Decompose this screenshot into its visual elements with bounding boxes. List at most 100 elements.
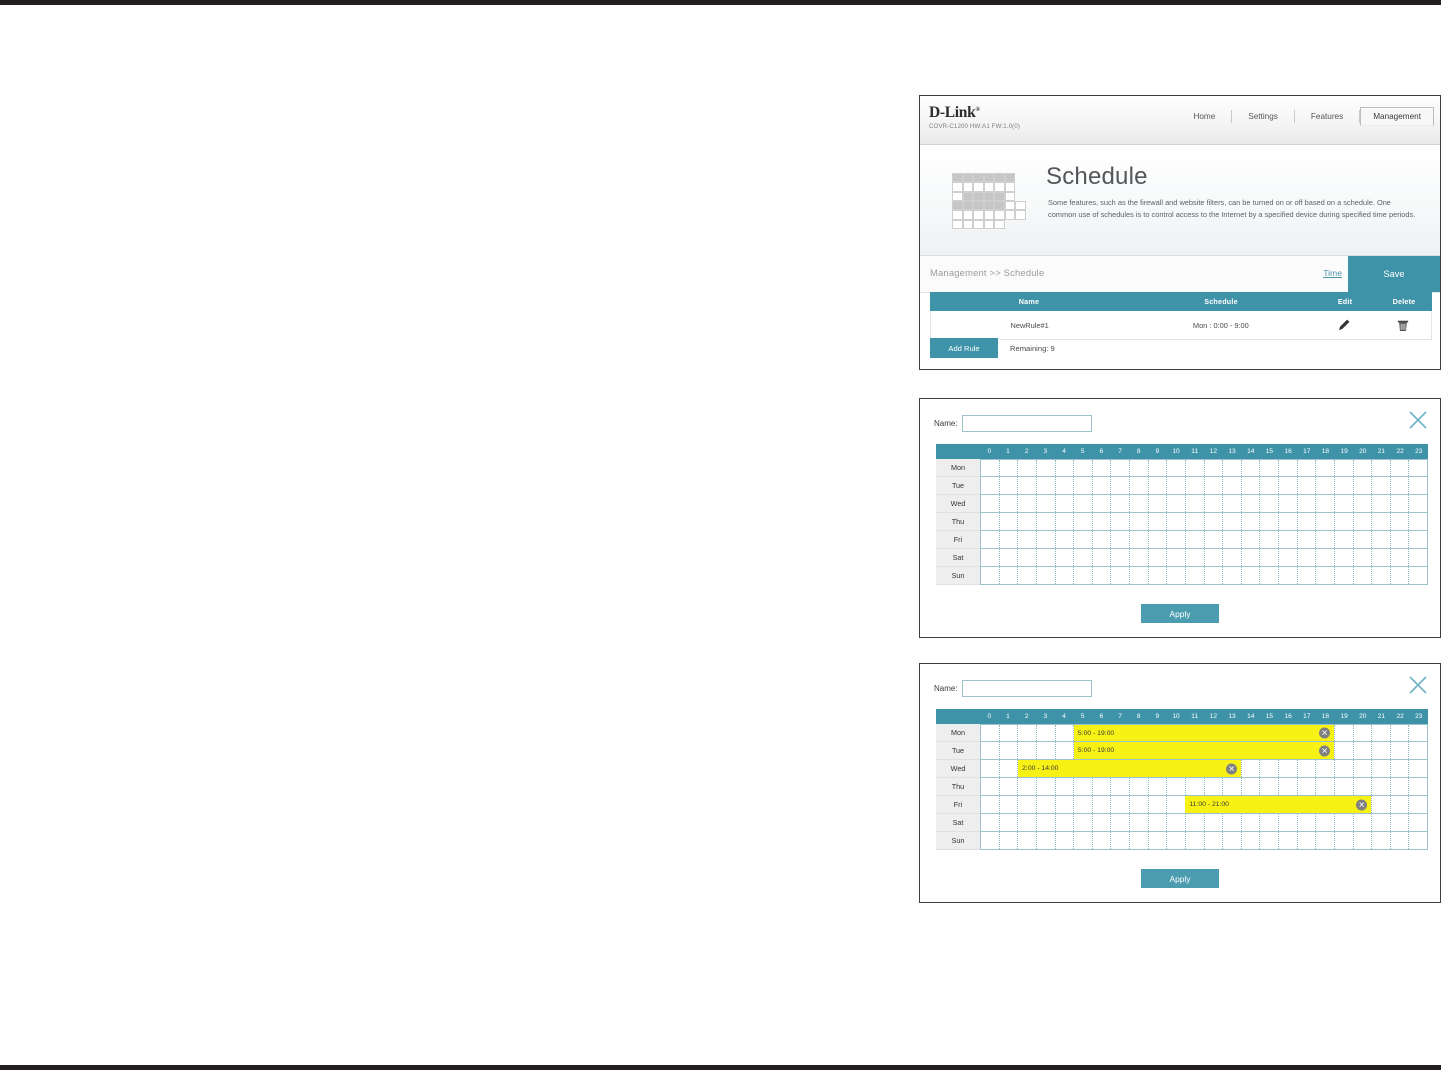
hour-tick [1130, 513, 1149, 530]
day-track-sun[interactable] [980, 567, 1428, 585]
nav-item-settings[interactable]: Settings [1248, 112, 1278, 121]
edit-rule-button[interactable] [1313, 311, 1375, 339]
delete-rule-button[interactable] [1375, 311, 1431, 339]
hour-tick [1000, 832, 1019, 849]
hour-tick [1298, 477, 1317, 494]
hour-tick [1372, 725, 1391, 741]
hour-tick [1354, 513, 1373, 530]
hour-tick [1186, 531, 1205, 548]
hour-tick [981, 814, 1000, 831]
schedule-row-mon: Mon [936, 459, 1428, 477]
schedule-name-input[interactable] [961, 680, 1092, 697]
hour-tick [981, 567, 1000, 584]
hour-tick [1205, 460, 1224, 476]
hour-tick [1354, 549, 1373, 566]
hour-tick [1372, 832, 1391, 849]
hour-tick [1037, 742, 1056, 759]
hour-tick [1242, 567, 1261, 584]
day-track-tue[interactable]: 5:00 - 19:00 ✕ [980, 742, 1428, 760]
hour-tick [1223, 531, 1242, 548]
day-track-sat[interactable] [980, 814, 1428, 832]
day-track-sat[interactable] [980, 549, 1428, 567]
schedule-block-wed[interactable]: 2:00 - 14:00 ✕ [1018, 760, 1242, 777]
hour-tick [1186, 814, 1205, 831]
page-bottom-rule [0, 1065, 1441, 1070]
schedule-row-sun: Sun [936, 832, 1428, 850]
hour-tick [981, 549, 1000, 566]
brand-text: D-Link [929, 104, 976, 122]
apply-button[interactable]: Apply [1141, 604, 1219, 623]
schedule-row-mon: Mon 5:00 - 19:00 ✕ [936, 724, 1428, 742]
remove-block-icon[interactable]: ✕ [1319, 727, 1331, 739]
name-label: Name: [934, 419, 958, 428]
hour-tick [1167, 832, 1186, 849]
hour-tick [1260, 460, 1279, 476]
hour-tick [1018, 549, 1037, 566]
day-track-tue[interactable] [980, 477, 1428, 495]
hour-tick [1186, 477, 1205, 494]
hour-tick [1205, 477, 1224, 494]
hour-tick [1260, 760, 1279, 777]
day-track-wed[interactable]: 2:00 - 14:00 ✕ [980, 760, 1428, 778]
remove-block-icon[interactable]: ✕ [1356, 799, 1368, 810]
schedule-block-tue[interactable]: 5:00 - 19:00 ✕ [1073, 742, 1335, 759]
schedule-block-fri[interactable]: 11:00 - 21:00 ✕ [1185, 796, 1372, 813]
hour-label-6: 6 [1099, 448, 1104, 455]
hour-tick [1372, 778, 1391, 795]
remove-block-icon[interactable]: ✕ [1319, 745, 1331, 756]
schedule-grid: 0 1 2 3 4 5 6 7 8 9 10 11 12 13 14 15 16 17 18 19 20 21 22 23 M… [936, 709, 1428, 850]
hour-label-9: 9 [1155, 448, 1160, 455]
schedule-name-input[interactable] [961, 415, 1092, 432]
schedule-row-sun: Sun [936, 567, 1428, 585]
hour-tick [1167, 513, 1186, 530]
hour-tick [1130, 531, 1149, 548]
day-track-thu[interactable] [980, 778, 1428, 796]
day-track-fri[interactable] [980, 531, 1428, 549]
hour-tick [1260, 549, 1279, 566]
apply-button[interactable]: Apply [1141, 869, 1219, 888]
nav-item-home[interactable]: Home [1193, 112, 1216, 121]
hour-tick [1223, 567, 1242, 584]
hour-tick [1018, 814, 1037, 831]
hour-label-21: 21 [1377, 448, 1386, 455]
hour-label-12: 12 [1209, 713, 1218, 720]
hour-tick [1130, 549, 1149, 566]
hour-header-row: 0 1 2 3 4 5 6 7 8 9 10 11 12 13 14 15 16 17 18 19 20 21 22 23 [936, 709, 1428, 724]
schedule-rules-table: Name Schedule Edit Delete NewRule#1 Mon … [930, 292, 1432, 340]
time-link[interactable]: Time [1323, 268, 1342, 278]
remaining-count: Remaining: 9 [1010, 344, 1055, 353]
hour-tick [1223, 814, 1242, 831]
grid-corner [936, 444, 980, 459]
day-track-fri[interactable]: 11:00 - 21:00 ✕ [980, 796, 1428, 814]
hour-ticks [981, 832, 1427, 849]
nav-item-management[interactable]: Management [1360, 107, 1434, 126]
hour-tick [1037, 796, 1056, 813]
remove-block-icon[interactable]: ✕ [1226, 763, 1238, 774]
day-track-thu[interactable] [980, 513, 1428, 531]
add-rule-button[interactable]: Add Rule [930, 338, 998, 358]
hour-tick [1372, 513, 1391, 530]
day-track-sun[interactable] [980, 832, 1428, 850]
day-track-mon[interactable]: 5:00 - 19:00 ✕ [980, 724, 1428, 742]
schedule-block-mon[interactable]: 5:00 - 19:00 ✕ [1073, 725, 1335, 741]
close-icon[interactable] [1406, 408, 1430, 432]
router-topbar: D-Link® COVR-C1200 HW:A1 FW:1.0(0) Home … [920, 96, 1440, 145]
hour-tick [1391, 778, 1410, 795]
hour-label-20: 20 [1359, 713, 1367, 720]
hour-tick [1056, 778, 1075, 795]
hour-tick [1335, 567, 1354, 584]
day-label-tue: Tue [936, 477, 980, 495]
day-track-mon[interactable] [980, 459, 1428, 477]
hour-tick [1223, 495, 1242, 512]
day-label-fri: Fri [936, 531, 980, 549]
day-label-fri: Fri [936, 796, 980, 814]
save-button[interactable]: Save [1348, 256, 1440, 292]
day-track-wed[interactable] [980, 495, 1428, 513]
close-icon[interactable] [1406, 673, 1430, 697]
hour-tick [1279, 477, 1298, 494]
nav-item-features[interactable]: Features [1310, 112, 1344, 121]
hour-label-21: 21 [1377, 713, 1386, 720]
hour-tick [1056, 742, 1075, 759]
hour-tick [1298, 778, 1317, 795]
schedule-row-tue: Tue [936, 477, 1428, 495]
